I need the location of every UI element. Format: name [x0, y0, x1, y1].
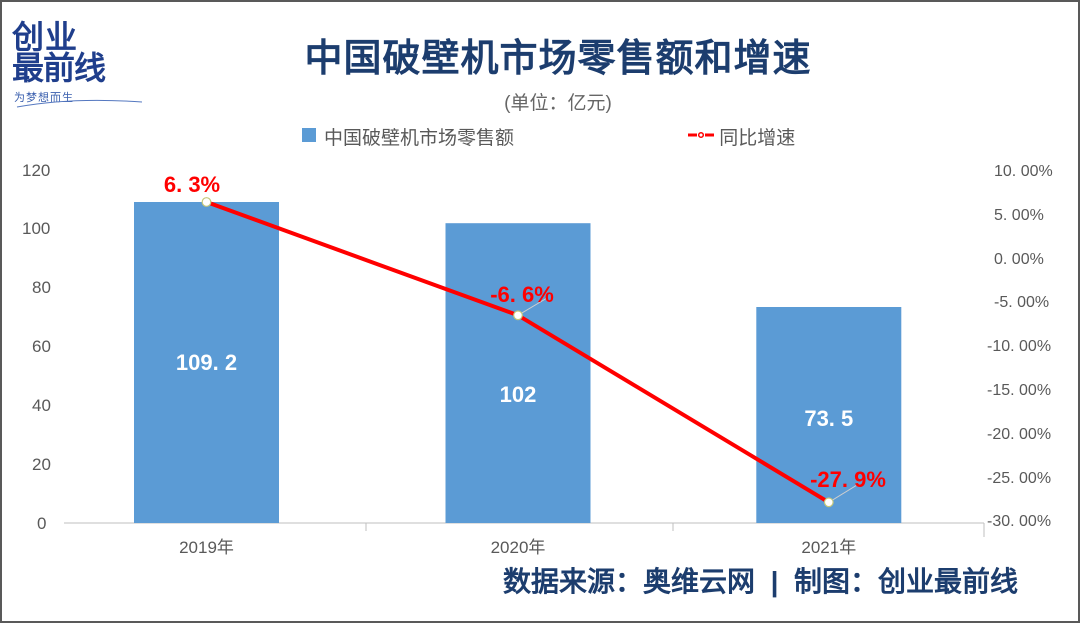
svg-text:109. 2: 109. 2 — [176, 350, 237, 375]
svg-text:-15. 00%: -15. 00% — [987, 382, 1051, 399]
svg-text:73. 5: 73. 5 — [804, 406, 853, 431]
svg-text:-10. 00%: -10. 00% — [987, 338, 1051, 355]
svg-text:-5. 00%: -5. 00% — [994, 294, 1049, 311]
svg-text:-27. 9%: -27. 9% — [810, 467, 886, 492]
svg-text:10. 00%: 10. 00% — [994, 163, 1053, 180]
svg-text:2021年: 2021年 — [801, 538, 856, 557]
svg-text:80: 80 — [32, 278, 51, 297]
svg-text:5. 00%: 5. 00% — [994, 207, 1044, 224]
svg-text:0. 00%: 0. 00% — [994, 251, 1044, 268]
svg-text:100: 100 — [22, 219, 50, 238]
svg-text:-6. 6%: -6. 6% — [490, 282, 554, 307]
svg-text:-30. 00%: -30. 00% — [987, 513, 1051, 530]
svg-text:-25. 00%: -25. 00% — [987, 470, 1051, 487]
svg-text:120: 120 — [22, 161, 50, 180]
svg-text:0: 0 — [37, 514, 46, 533]
svg-text:2020年: 2020年 — [491, 538, 546, 557]
svg-text:60: 60 — [32, 337, 51, 356]
svg-text:40: 40 — [32, 396, 51, 415]
svg-text:-20. 00%: -20. 00% — [987, 426, 1051, 443]
svg-text:102: 102 — [500, 382, 537, 407]
svg-text:6. 3%: 6. 3% — [164, 172, 220, 197]
svg-text:2019年: 2019年 — [179, 538, 234, 557]
svg-text:20: 20 — [32, 455, 51, 474]
